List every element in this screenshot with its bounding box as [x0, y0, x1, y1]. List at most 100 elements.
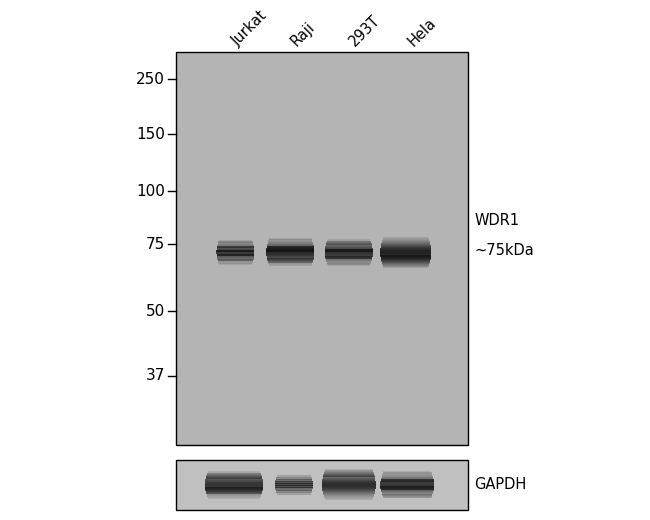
- Bar: [383, 473, 432, 474]
- Bar: [276, 489, 312, 490]
- Bar: [382, 260, 430, 262]
- Bar: [381, 256, 431, 257]
- Bar: [383, 239, 429, 240]
- Bar: [380, 252, 432, 253]
- Bar: [322, 478, 375, 480]
- Bar: [266, 246, 314, 248]
- Bar: [207, 473, 261, 474]
- Text: Jurkat: Jurkat: [229, 8, 270, 49]
- Bar: [267, 258, 313, 260]
- Bar: [276, 490, 312, 491]
- Bar: [218, 241, 252, 242]
- Bar: [217, 246, 254, 248]
- Bar: [277, 493, 311, 494]
- Bar: [216, 248, 254, 249]
- Bar: [325, 253, 373, 254]
- Bar: [324, 472, 374, 474]
- Bar: [206, 476, 262, 477]
- Bar: [207, 473, 261, 475]
- Bar: [276, 491, 311, 492]
- Bar: [382, 491, 434, 492]
- Bar: [382, 241, 430, 242]
- Bar: [383, 264, 429, 266]
- Bar: [206, 491, 262, 492]
- Bar: [208, 497, 260, 498]
- Bar: [326, 258, 372, 259]
- Bar: [276, 492, 311, 493]
- Bar: [325, 254, 373, 255]
- Bar: [275, 482, 313, 483]
- Bar: [325, 252, 373, 253]
- Bar: [205, 486, 263, 487]
- Text: 250: 250: [136, 72, 165, 87]
- Bar: [325, 255, 372, 256]
- Bar: [382, 263, 430, 265]
- Bar: [322, 489, 376, 490]
- Bar: [205, 489, 263, 491]
- Bar: [266, 252, 315, 253]
- Bar: [322, 485, 376, 486]
- Bar: [381, 479, 434, 480]
- Bar: [275, 485, 313, 486]
- Bar: [275, 486, 313, 487]
- Bar: [384, 472, 431, 473]
- Bar: [269, 265, 311, 266]
- Bar: [268, 243, 313, 244]
- Bar: [205, 479, 263, 480]
- Bar: [268, 262, 313, 264]
- Bar: [381, 258, 431, 259]
- Bar: [381, 478, 434, 480]
- Bar: [384, 497, 431, 498]
- Bar: [276, 479, 312, 480]
- Bar: [205, 488, 263, 490]
- Bar: [176, 52, 468, 445]
- Bar: [381, 246, 431, 248]
- Bar: [266, 257, 314, 258]
- Bar: [217, 245, 254, 246]
- Text: 293T: 293T: [346, 13, 383, 49]
- Bar: [384, 266, 428, 268]
- Bar: [218, 261, 253, 262]
- Text: 50: 50: [146, 304, 165, 319]
- Bar: [208, 498, 260, 499]
- Bar: [216, 254, 254, 255]
- Bar: [327, 241, 370, 242]
- Bar: [216, 254, 254, 256]
- Bar: [327, 264, 370, 265]
- Bar: [218, 242, 253, 243]
- Bar: [322, 482, 376, 483]
- Bar: [275, 487, 313, 488]
- Bar: [217, 258, 254, 259]
- Text: 150: 150: [136, 127, 165, 142]
- Bar: [267, 244, 313, 246]
- Bar: [382, 477, 433, 478]
- Bar: [325, 499, 372, 500]
- Bar: [216, 250, 254, 251]
- Bar: [380, 481, 434, 483]
- Bar: [218, 259, 254, 261]
- Text: ~75kDa: ~75kDa: [474, 243, 534, 258]
- Bar: [218, 264, 252, 265]
- Bar: [323, 494, 374, 496]
- Bar: [276, 480, 313, 482]
- Bar: [328, 264, 370, 266]
- Bar: [382, 474, 432, 475]
- Bar: [382, 240, 430, 241]
- Bar: [380, 255, 431, 256]
- Bar: [382, 477, 434, 479]
- Bar: [267, 245, 314, 247]
- Bar: [381, 480, 434, 482]
- Bar: [326, 242, 371, 244]
- Bar: [268, 264, 312, 265]
- Bar: [323, 475, 374, 477]
- Bar: [380, 482, 434, 483]
- Bar: [205, 490, 263, 492]
- Bar: [218, 263, 252, 264]
- Bar: [276, 488, 313, 489]
- Bar: [382, 475, 432, 476]
- Bar: [218, 260, 253, 262]
- Bar: [383, 496, 432, 498]
- Bar: [276, 489, 313, 490]
- Bar: [205, 478, 263, 479]
- Bar: [217, 247, 254, 249]
